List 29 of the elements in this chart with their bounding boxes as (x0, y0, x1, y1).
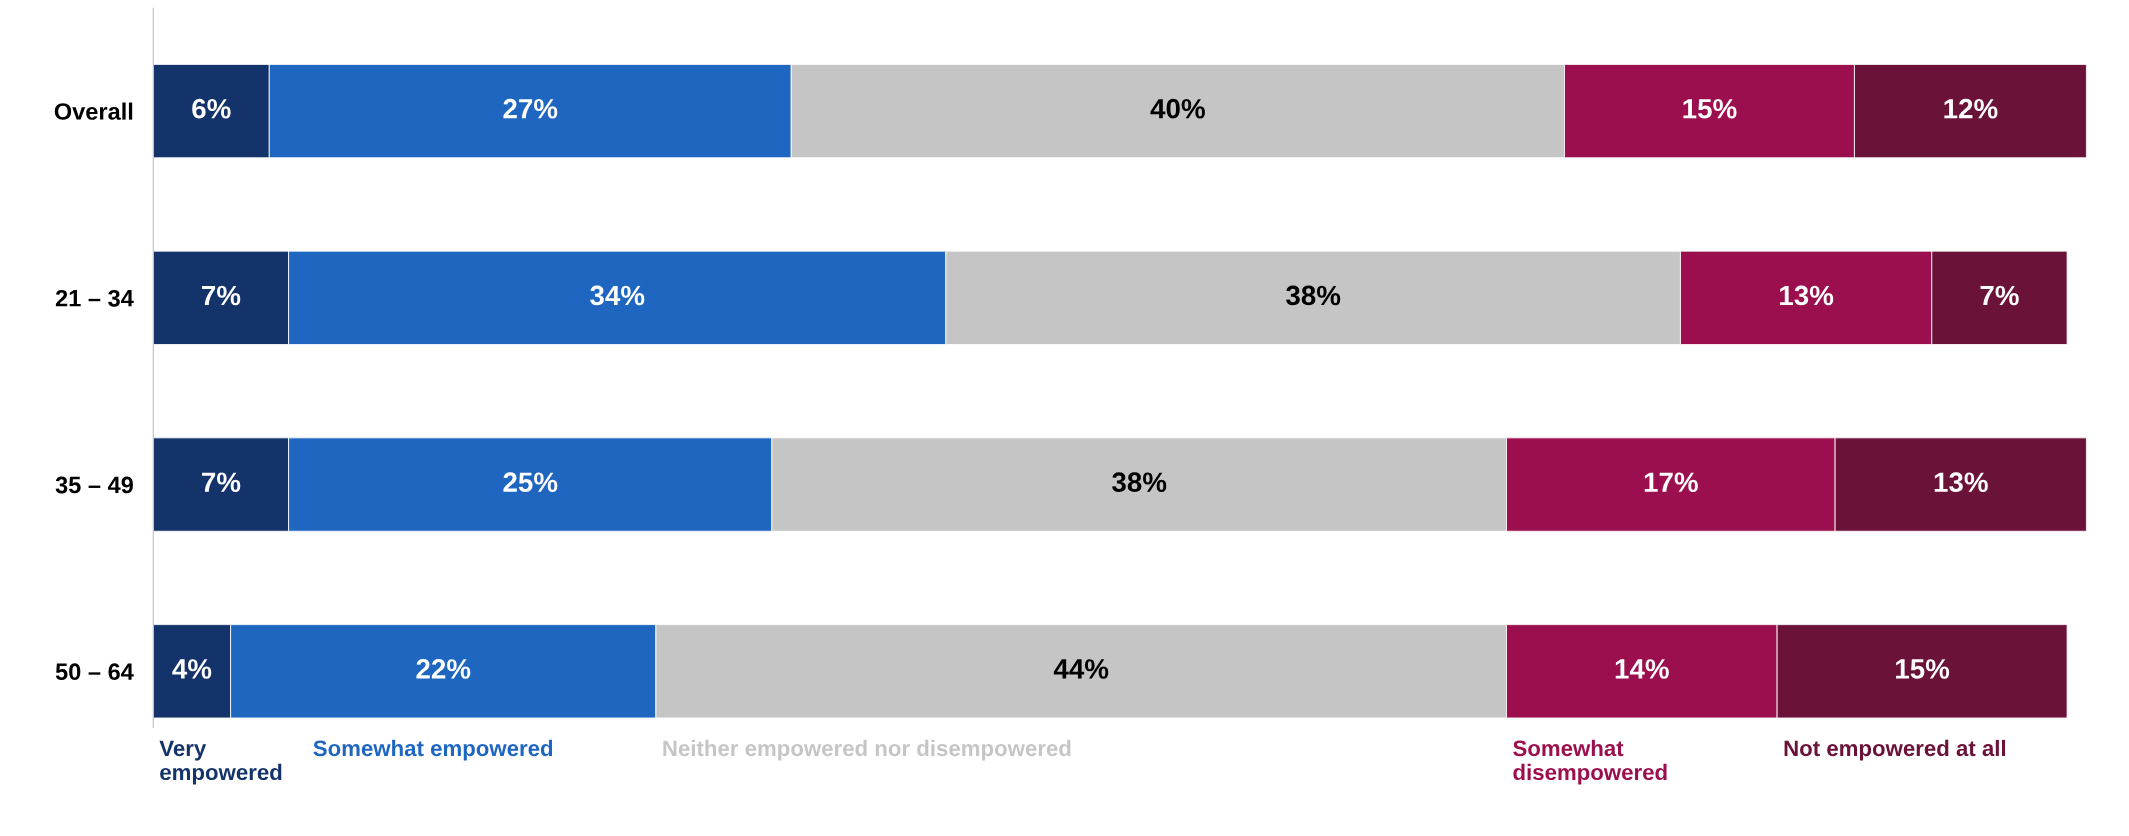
y-tick-label: 35 – 49 (55, 476, 133, 494)
data-label: 7% (202, 285, 241, 306)
data-label: 7% (1980, 285, 2019, 306)
series-label: Somewhat disempowered (1513, 739, 1667, 785)
data-label: 7% (202, 472, 241, 492)
data-label: 34% (590, 285, 645, 306)
series-label: Somewhat empowered (313, 739, 553, 761)
data-label: 13% (1934, 472, 1988, 493)
data-label: 12% (1944, 98, 1998, 119)
data-label: 44% (1053, 659, 1109, 679)
data-label: 27% (503, 98, 558, 119)
series-label: Neither empowered nor disempowered (663, 739, 1071, 761)
data-label: 22% (416, 659, 471, 679)
series-label: Not empowered at all (1784, 739, 2006, 761)
data-label: 40% (1150, 98, 1205, 119)
data-label: 15% (1683, 98, 1737, 119)
data-label: 6% (192, 98, 231, 119)
data-label: 25% (503, 472, 558, 493)
y-tick-label: 50 – 64 (55, 663, 134, 681)
data-label: 17% (1644, 472, 1698, 492)
data-label: 38% (1112, 472, 1167, 493)
data-label: 14% (1615, 659, 1669, 679)
data-label: 13% (1780, 285, 1834, 306)
data-label: 4% (172, 659, 212, 679)
data-label: 38% (1286, 285, 1341, 306)
y-tick-label: Overall (54, 102, 133, 120)
series-label: Very empowered (159, 740, 282, 785)
y-tick-label: 21 – 34 (55, 289, 134, 307)
data-label: 15% (1896, 659, 1950, 679)
